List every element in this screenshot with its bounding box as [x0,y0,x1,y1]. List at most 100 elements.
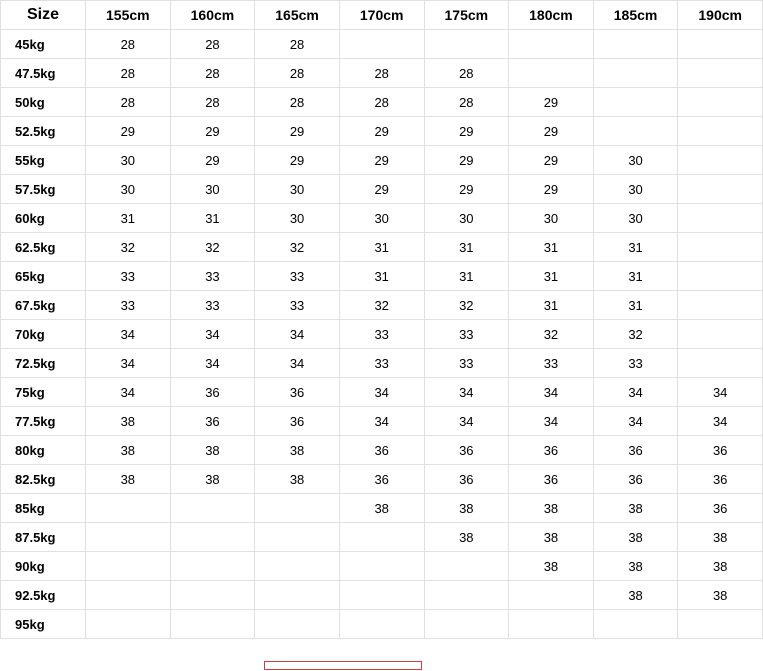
header-col: 175cm [424,1,509,30]
size-cell [593,59,678,88]
size-cell [86,581,171,610]
size-cell: 31 [424,262,509,291]
size-cell [678,204,763,233]
header-col: 160cm [170,1,255,30]
size-cell: 34 [424,378,509,407]
size-cell [678,320,763,349]
size-cell: 29 [424,146,509,175]
size-cell: 29 [424,117,509,146]
size-cell: 31 [339,262,424,291]
size-cell [678,88,763,117]
size-cell [86,552,171,581]
size-cell: 28 [170,59,255,88]
size-cell: 29 [86,117,171,146]
size-cell: 30 [593,146,678,175]
size-cell: 38 [678,523,763,552]
header-size-label: Size [1,1,86,30]
row-weight-label: 47.5kg [1,59,86,88]
size-cell: 28 [170,88,255,117]
size-cell: 29 [339,117,424,146]
size-cell [509,30,594,59]
size-cell [255,494,340,523]
size-cell: 28 [255,88,340,117]
size-cell [86,523,171,552]
size-cell: 38 [170,465,255,494]
size-cell: 31 [593,291,678,320]
row-weight-label: 62.5kg [1,233,86,262]
size-cell: 33 [424,349,509,378]
size-cell [86,494,171,523]
size-cell: 36 [593,465,678,494]
table-row: 72.5kg34343433333333 [1,349,763,378]
size-cell [593,610,678,639]
size-cell: 29 [509,88,594,117]
size-cell: 33 [86,291,171,320]
size-cell: 36 [170,378,255,407]
size-cell: 34 [170,320,255,349]
size-cell: 28 [255,30,340,59]
size-cell: 30 [170,175,255,204]
row-weight-label: 75kg [1,378,86,407]
size-cell [593,88,678,117]
size-cell: 28 [339,59,424,88]
size-cell [170,610,255,639]
row-weight-label: 87.5kg [1,523,86,552]
size-cell: 34 [593,407,678,436]
size-cell [678,349,763,378]
table-row: 62.5kg32323231313131 [1,233,763,262]
size-cell: 32 [509,320,594,349]
size-cell: 29 [424,175,509,204]
size-cell [255,581,340,610]
size-cell [339,610,424,639]
size-cell: 33 [255,291,340,320]
table-row: 55kg30292929292930 [1,146,763,175]
table-row: 67.5kg33333332323131 [1,291,763,320]
size-cell: 30 [86,146,171,175]
size-cell: 34 [86,320,171,349]
size-cell: 34 [339,407,424,436]
size-cell: 32 [255,233,340,262]
size-cell: 30 [424,204,509,233]
size-cell: 38 [255,436,340,465]
size-cell: 28 [86,30,171,59]
size-cell: 28 [86,88,171,117]
size-chart-wrapper: Size 155cm 160cm 165cm 170cm 175cm 180cm… [0,0,763,639]
size-cell: 28 [424,88,509,117]
size-cell [255,610,340,639]
size-cell: 31 [170,204,255,233]
table-row: 77.5kg3836363434343434 [1,407,763,436]
size-cell: 36 [678,436,763,465]
size-cell: 34 [86,378,171,407]
size-cell: 34 [424,407,509,436]
size-cell: 36 [255,378,340,407]
size-cell: 36 [339,436,424,465]
table-row: 70kg34343433333232 [1,320,763,349]
size-cell: 36 [170,407,255,436]
size-cell: 29 [255,117,340,146]
row-weight-label: 67.5kg [1,291,86,320]
table-row: 47.5kg2828282828 [1,59,763,88]
size-cell: 38 [678,552,763,581]
row-weight-label: 52.5kg [1,117,86,146]
header-col: 155cm [86,1,171,30]
table-row: 80kg3838383636363636 [1,436,763,465]
header-col: 170cm [339,1,424,30]
row-weight-label: 77.5kg [1,407,86,436]
size-cell: 28 [170,30,255,59]
size-cell [170,581,255,610]
size-cell [593,30,678,59]
size-cell: 31 [593,262,678,291]
row-weight-label: 50kg [1,88,86,117]
table-row: 50kg282828282829 [1,88,763,117]
size-cell: 34 [339,378,424,407]
size-cell: 33 [593,349,678,378]
size-cell: 33 [170,262,255,291]
size-cell [170,552,255,581]
size-cell: 32 [86,233,171,262]
row-weight-label: 60kg [1,204,86,233]
size-cell [339,581,424,610]
size-cell [339,552,424,581]
size-cell [678,233,763,262]
size-cell [424,581,509,610]
header-col: 180cm [509,1,594,30]
